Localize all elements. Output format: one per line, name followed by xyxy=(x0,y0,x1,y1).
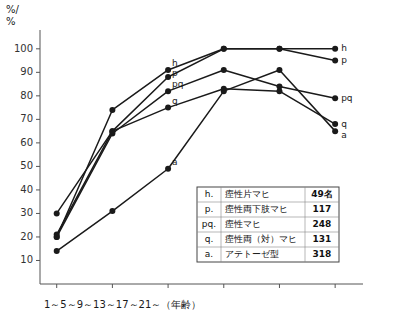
table-count: 318 xyxy=(313,249,332,259)
series-label: a xyxy=(172,157,178,167)
table-text: 痓性マヒ xyxy=(225,219,261,229)
series-label: p xyxy=(172,68,178,78)
x-tick xyxy=(112,284,113,288)
table-key: q. xyxy=(205,234,214,244)
point xyxy=(332,128,338,134)
y-tick-label: 90 xyxy=(20,66,33,77)
point xyxy=(221,67,227,73)
point xyxy=(221,88,227,94)
x-tick xyxy=(279,284,280,288)
y-tick xyxy=(36,260,40,261)
y-tick xyxy=(36,119,40,120)
table-count: 117 xyxy=(313,204,332,214)
point xyxy=(276,88,282,94)
y-axis-line xyxy=(40,30,41,284)
y-tick-label: 70 xyxy=(20,113,33,124)
point xyxy=(332,121,338,127)
point xyxy=(165,166,171,172)
table-key: p. xyxy=(205,204,214,214)
y-tick xyxy=(36,48,40,49)
table-rule xyxy=(197,217,339,218)
point xyxy=(276,46,282,52)
table-rule xyxy=(197,202,339,203)
series-label: h xyxy=(172,58,178,68)
table-key: a. xyxy=(205,249,213,259)
point xyxy=(221,46,227,52)
point xyxy=(54,210,60,216)
x-tick xyxy=(223,284,224,288)
x-axis-line xyxy=(40,284,363,285)
point xyxy=(109,208,115,214)
y-tick xyxy=(36,213,40,214)
series-end-label: pq xyxy=(341,93,352,103)
series-label: pq xyxy=(172,79,183,89)
table-frame xyxy=(197,187,339,262)
annotation: %/ xyxy=(6,4,20,15)
point xyxy=(109,107,115,113)
point xyxy=(332,95,338,101)
table-rule xyxy=(221,187,222,262)
table-count: 131 xyxy=(313,234,332,244)
chart: 102030405060708090100hppqqahppqqa%/%1～5～… xyxy=(0,0,395,324)
point xyxy=(54,234,60,240)
series-end-label: a xyxy=(341,130,347,140)
point xyxy=(109,128,115,134)
table-text: 痓性両下肢マヒ xyxy=(225,204,288,214)
table-count: 248 xyxy=(313,219,332,229)
y-tick xyxy=(36,95,40,96)
y-tick xyxy=(36,236,40,237)
point xyxy=(332,58,338,64)
series-label: q xyxy=(172,96,178,106)
table-text: アテトーゼ型 xyxy=(225,249,279,259)
point xyxy=(165,105,171,111)
table-key: h. xyxy=(205,189,214,199)
point xyxy=(276,46,282,52)
table-count: 49名 xyxy=(311,189,333,199)
y-tick-label: 10 xyxy=(20,254,33,265)
table-rule xyxy=(305,187,306,262)
y-tick xyxy=(36,189,40,190)
table-text: 痓性片マヒ xyxy=(225,189,270,199)
y-tick xyxy=(36,166,40,167)
point xyxy=(165,67,171,73)
point xyxy=(54,234,60,240)
series-end-label: p xyxy=(341,55,347,65)
y-tick-label: 80 xyxy=(20,90,33,101)
table-text: 痓性両（対）マヒ xyxy=(225,234,297,244)
y-tick xyxy=(36,142,40,143)
point xyxy=(165,88,171,94)
y-tick-label: 60 xyxy=(20,137,33,148)
series-end-label: h xyxy=(341,43,347,53)
x-tick xyxy=(168,284,169,288)
x-axis-label: 1～5～9～13～17～21～（年齢） xyxy=(44,299,201,310)
y-tick-label: 100 xyxy=(14,43,33,54)
x-tick xyxy=(56,284,57,288)
point xyxy=(109,128,115,134)
y-tick-label: 50 xyxy=(20,160,33,171)
table-rule xyxy=(197,247,339,248)
y-tick-label: 30 xyxy=(20,207,33,218)
point xyxy=(332,46,338,52)
legend-table: h. 痓性片マヒ 49名 p. 痓性両下肢マヒ 117 pq. 痓性マヒ 248 q. 痓性両（対）… xyxy=(197,187,339,262)
x-tick xyxy=(335,284,336,288)
y-tick-label: 20 xyxy=(20,231,33,242)
series-end-label: q xyxy=(341,119,347,129)
table-key: pq. xyxy=(202,219,216,229)
point xyxy=(276,67,282,73)
point xyxy=(221,46,227,52)
point xyxy=(54,248,60,254)
y-tick-label: 40 xyxy=(20,184,33,195)
annotation: % xyxy=(6,16,16,27)
y-tick xyxy=(36,72,40,73)
point xyxy=(165,74,171,80)
table-rule xyxy=(197,232,339,233)
